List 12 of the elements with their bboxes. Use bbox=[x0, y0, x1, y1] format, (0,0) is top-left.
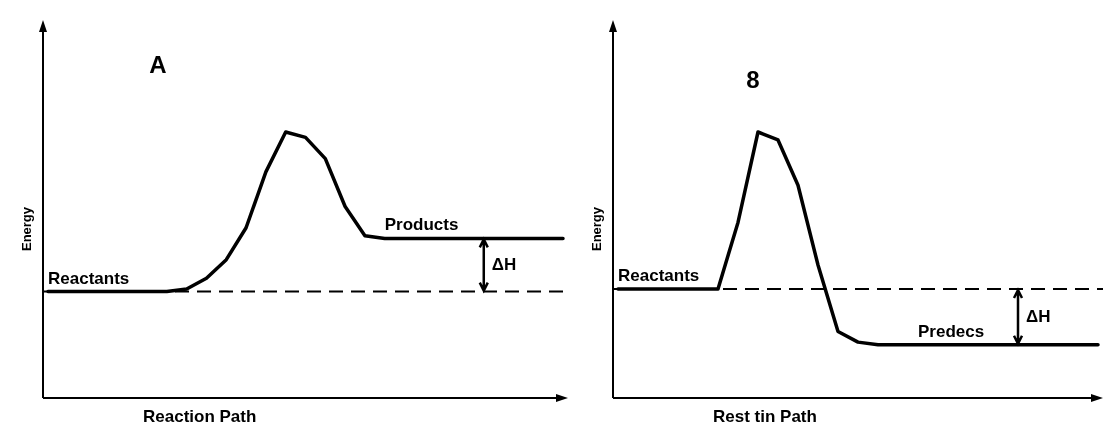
chart-title: 8 bbox=[746, 66, 760, 93]
x-axis-title: Rest tin Path bbox=[713, 407, 817, 426]
annotation: ΔH bbox=[1026, 306, 1051, 326]
chart-title: A bbox=[149, 51, 167, 78]
y-axis-title: Energy bbox=[19, 206, 34, 252]
annotation: Products bbox=[384, 215, 459, 235]
annotation: Reactants bbox=[618, 265, 700, 285]
annotation: Reactants bbox=[48, 268, 130, 288]
annotation: ΔH bbox=[491, 255, 517, 274]
annotation: Predecs bbox=[918, 321, 985, 341]
y-axis-title: Energy bbox=[589, 206, 604, 252]
x-axis-title: Reaction Path bbox=[143, 407, 257, 426]
